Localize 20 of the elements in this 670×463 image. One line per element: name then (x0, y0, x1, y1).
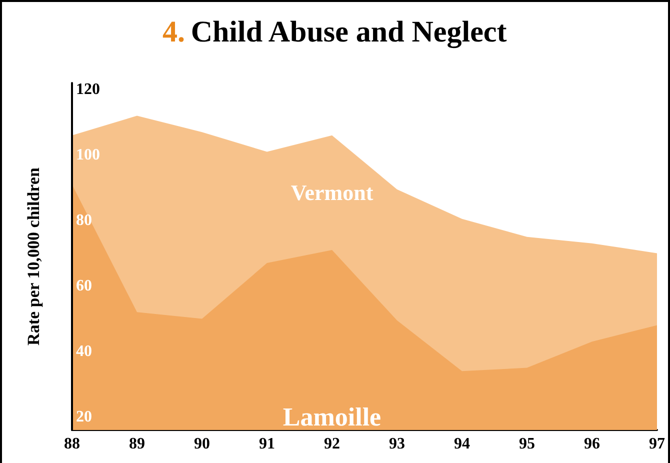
series-label: Vermont (290, 180, 374, 206)
y-tick-label: 120 (76, 81, 100, 98)
x-tick-label: 92 (324, 436, 340, 452)
x-tick-label: 94 (454, 436, 470, 452)
y-tick-label: 40 (76, 342, 92, 360)
y-tick-label: 60 (76, 277, 92, 294)
chart-title: 4. Child Abuse and Neglect (162, 16, 507, 48)
x-tick-label: 96 (584, 436, 600, 452)
y-tick-label: 80 (76, 212, 92, 229)
y-tick-label: 100 (76, 146, 100, 164)
x-tick-label: 91 (259, 436, 275, 452)
x-tick-label: 95 (519, 436, 535, 452)
x-tick-label: 89 (129, 436, 145, 452)
series-label: Lamoille (282, 402, 382, 432)
x-tick-label: 90 (194, 436, 210, 452)
x-tick-label: 88 (64, 436, 80, 452)
x-tick-label: 97 (649, 436, 665, 452)
y-axis-title: Rate per 10,000 children (24, 167, 43, 346)
x-tick-label: 93 (389, 436, 405, 452)
y-tick-label: 20 (76, 408, 92, 426)
